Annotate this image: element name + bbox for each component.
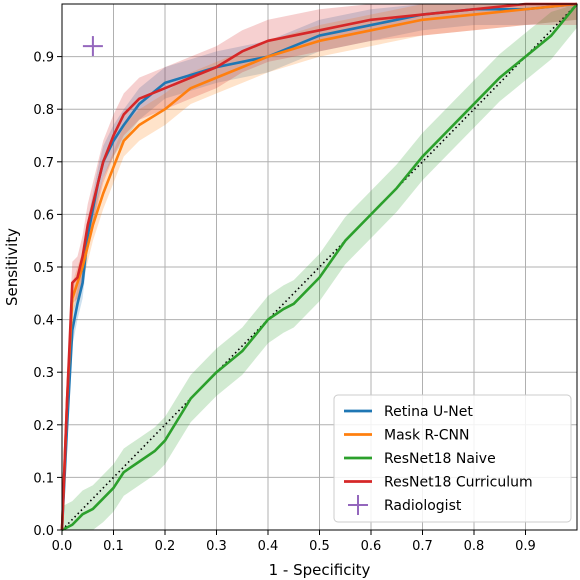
series-line-1 (60, 2, 578, 531)
chance-reference-line (61, 3, 578, 531)
x-axis-title: 1 - Specificity (269, 561, 371, 579)
y-axis-ticks: 0.0 0.1 0.2 0.3 0.4 0.5 0.6 0.7 0.8 0.9 (33, 51, 62, 539)
y-tick-label: 0.3 (33, 366, 54, 381)
roc-series-lines (60, 2, 579, 532)
x-tick-label: 0.1 (103, 539, 124, 554)
y-tick-label: 0.6 (33, 208, 54, 223)
x-tick-label: 0.7 (412, 539, 433, 554)
x-axis-ticks: 0.0 0.1 0.2 0.3 0.4 0.5 0.6 0.7 0.8 0.9 (52, 530, 536, 554)
x-tick-label: 0.6 (361, 539, 382, 554)
series-line-2 (61, 3, 579, 532)
x-tick-label: 0.4 (258, 539, 279, 554)
legend-label: ResNet18 Curriculum (384, 475, 533, 491)
y-tick-label: 0.8 (33, 103, 54, 118)
legend-label: Retina U-Net (384, 404, 473, 420)
y-tick-label: 0.1 (33, 471, 54, 486)
legend-label: Mask R-CNN (384, 428, 469, 444)
series-line-3 (60, 2, 577, 531)
y-tick-label: 0.0 (33, 524, 54, 539)
chance-line (61, 3, 578, 531)
plot-area (60, 2, 579, 532)
x-tick-label: 0.8 (464, 539, 485, 554)
legend-label: Radiologist (384, 498, 462, 514)
x-tick-label: 0.2 (155, 539, 176, 554)
radiologist-marker (82, 36, 103, 57)
legend-label: ResNet18 Naive (384, 451, 496, 467)
series-line-0 (60, 2, 578, 531)
legend: Retina U-Net Mask R-CNN ResNet18 Naive ResN… (333, 394, 572, 523)
y-tick-label: 0.4 (33, 314, 54, 329)
y-axis-title: Sensitivity (3, 228, 21, 306)
x-tick-label: 0.3 (206, 539, 227, 554)
x-tick-label: 0.0 (52, 539, 73, 554)
point-markers (82, 36, 103, 57)
y-tick-label: 0.2 (33, 419, 54, 434)
y-tick-label: 0.7 (33, 156, 54, 171)
x-tick-label: 0.5 (309, 539, 330, 554)
x-tick-label: 0.9 (515, 539, 536, 554)
y-tick-label: 0.5 (33, 261, 54, 276)
legend-box (333, 394, 572, 523)
y-tick-label: 0.9 (33, 51, 54, 66)
